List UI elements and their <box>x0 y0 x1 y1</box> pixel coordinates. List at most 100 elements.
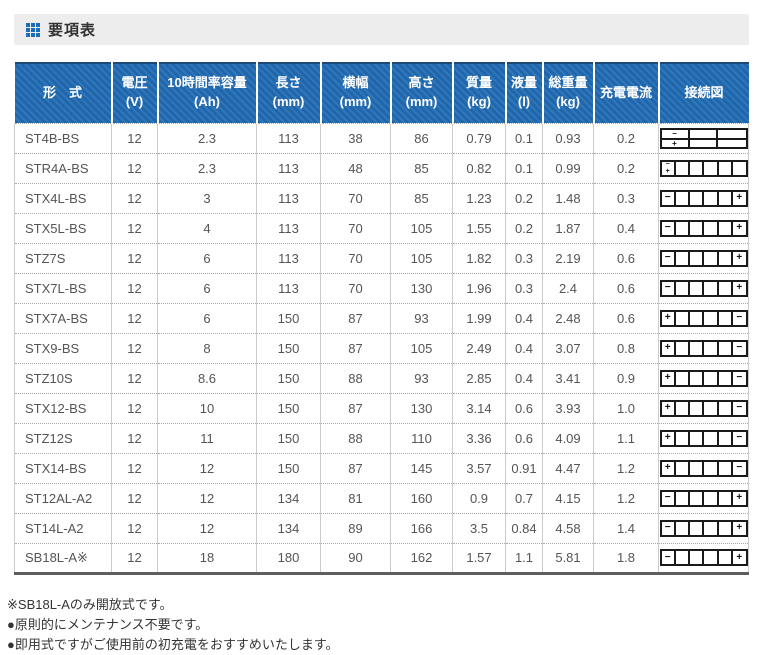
connection-diagram-row6_plus_minus: + − <box>659 399 748 417</box>
cell-total-weight: 1.87 <box>542 212 594 243</box>
cell-height: 105 <box>390 212 453 243</box>
connection-diagram-row6_minus_plus: − + <box>659 489 748 507</box>
diagram-cell: − <box>736 462 743 473</box>
diagram-cell <box>704 461 719 475</box>
cell-voltage: 12 <box>111 362 158 393</box>
cell-liquid-volume: 0.1 <box>505 122 543 153</box>
column-header-5: 高さ (mm) <box>390 62 454 123</box>
cell-model: SB18L-A※ <box>14 542 112 575</box>
note-line-2: ●即用式ですがご使用前の初充電をおすすめいたします。 <box>7 637 339 652</box>
diagram-cell <box>719 221 734 235</box>
diagram-cell <box>676 221 691 235</box>
diagram-cell <box>704 431 719 445</box>
diagram-cell <box>676 311 691 325</box>
diagram-cell <box>690 139 718 148</box>
connection-diagram-row6_minus_plus: − + <box>659 519 748 537</box>
cell-model: ST14L-A2 <box>14 512 112 543</box>
diagram-cell <box>719 491 734 505</box>
cell-connection-diagram: − + <box>658 152 749 183</box>
diagram-cell: − <box>662 251 676 265</box>
cell-length: 113 <box>256 122 321 153</box>
table-row: STX14-BS 12 12 150 87 145 3.57 0.91 4.47 1.2 + − <box>14 452 749 483</box>
cell-charge-current: 1.4 <box>593 512 659 543</box>
cell-length: 134 <box>256 482 321 513</box>
cell-liquid-volume: 0.2 <box>505 212 543 243</box>
cell-length: 134 <box>256 512 321 543</box>
section-titlebar: 要項表 <box>14 14 749 45</box>
cell-height: 105 <box>390 242 453 273</box>
spec-table: 形 式電圧 (V) 10時間率容量 (Ah) 長さ (mm) 横幅 (mm) 高さ (mm) 質量(… <box>14 62 749 575</box>
connection-diagram-row6_plus_minus: + − <box>659 369 748 387</box>
cell-model: STX14-BS <box>14 452 112 483</box>
diagram-cell <box>676 491 691 505</box>
cell-voltage: 12 <box>111 182 158 213</box>
cell-liquid-volume: 0.84 <box>505 512 543 543</box>
cell-width: 90 <box>320 542 391 575</box>
cell-voltage: 12 <box>111 452 158 483</box>
diagram-cell <box>690 401 705 415</box>
connection-diagram-row6_plus_minus: + − <box>659 309 748 327</box>
cell-voltage: 12 <box>111 152 158 183</box>
diagram-cell <box>676 461 691 475</box>
table-row: STX12-BS 12 10 150 87 130 3.14 0.6 3.93 1.0 + − <box>14 392 749 423</box>
diagram-cell: + <box>736 192 743 203</box>
cell-total-weight: 3.93 <box>542 392 594 423</box>
cell-model: STX4L-BS <box>14 182 112 213</box>
diagram-cell <box>689 129 718 140</box>
diagram-cell <box>676 551 691 564</box>
cell-height: 85 <box>390 182 453 213</box>
table-row: STX7L-BS 12 6 113 70 130 1.96 0.3 2.4 0.6− + <box>14 272 749 303</box>
diagram-cell <box>704 251 719 265</box>
diagram-cell <box>704 521 719 535</box>
cell-voltage: 12 <box>111 212 158 243</box>
diagram-cell <box>690 371 705 385</box>
table-row: STX4L-BS 12 3 113 70 85 1.23 0.2 1.48 0.3− + <box>14 182 749 213</box>
cell-total-weight: 4.47 <box>542 452 594 483</box>
table-row: STZ7S 12 6 113 70 105 1.82 0.3 2.19 0.6− + <box>14 242 749 273</box>
diagram-cell: + <box>662 461 676 475</box>
cell-capacity: 6 <box>157 242 257 273</box>
cell-liquid-volume: 0.2 <box>505 182 543 213</box>
table-row: STX9-BS 12 8 150 87 105 2.49 0.4 3.07 0.8 + − <box>14 332 749 363</box>
column-header-7: 液量 (l) <box>505 62 544 123</box>
cell-mass: 3.57 <box>452 452 506 483</box>
cell-capacity: 3 <box>157 182 257 213</box>
column-header-6: 質量 (kg) <box>452 62 507 123</box>
diagram-cell: − <box>736 372 743 383</box>
cell-charge-current: 0.6 <box>593 302 659 333</box>
cell-height: 85 <box>390 152 453 183</box>
connection-diagram-row6_stack: − + <box>659 159 748 177</box>
diagram-cell: + <box>736 522 743 533</box>
diagram-cell: + <box>736 551 743 563</box>
cell-connection-diagram: − + <box>658 122 749 153</box>
cell-width: 88 <box>320 362 391 393</box>
cell-length: 150 <box>256 422 321 453</box>
column-header-10: 接続図 <box>658 62 749 123</box>
diagram-cell <box>676 281 691 295</box>
diagram-cell <box>690 281 705 295</box>
cell-model: ST12AL-A2 <box>14 482 112 513</box>
column-header-4: 横幅 (mm) <box>320 62 392 123</box>
cell-capacity: 2.3 <box>157 152 257 183</box>
diagram-cell <box>704 491 719 505</box>
table-row: STR4A-BS 12 2.3 113 48 85 0.82 0.1 0.99 0.2− + <box>14 152 749 183</box>
cell-capacity: 4 <box>157 212 257 243</box>
cell-model: STX5L-BS <box>14 212 112 243</box>
cell-length: 150 <box>256 302 321 333</box>
cell-liquid-volume: 0.4 <box>505 302 543 333</box>
cell-total-weight: 2.48 <box>542 302 594 333</box>
cell-width: 87 <box>320 452 391 483</box>
cell-width: 87 <box>320 392 391 423</box>
cell-capacity: 10 <box>157 392 257 423</box>
cell-voltage: 12 <box>111 482 158 513</box>
diagram-cell <box>719 161 734 175</box>
cell-liquid-volume: 0.3 <box>505 242 543 273</box>
cell-width: 81 <box>320 482 391 513</box>
connection-diagram-row6_minus_plus: − + <box>659 219 748 237</box>
cell-mass: 1.55 <box>452 212 506 243</box>
diagram-cell <box>690 341 705 355</box>
diagram-cell <box>717 130 746 140</box>
diagram-cell <box>690 191 705 205</box>
cell-capacity: 2.3 <box>157 122 257 153</box>
diagram-cell: + <box>736 282 743 293</box>
